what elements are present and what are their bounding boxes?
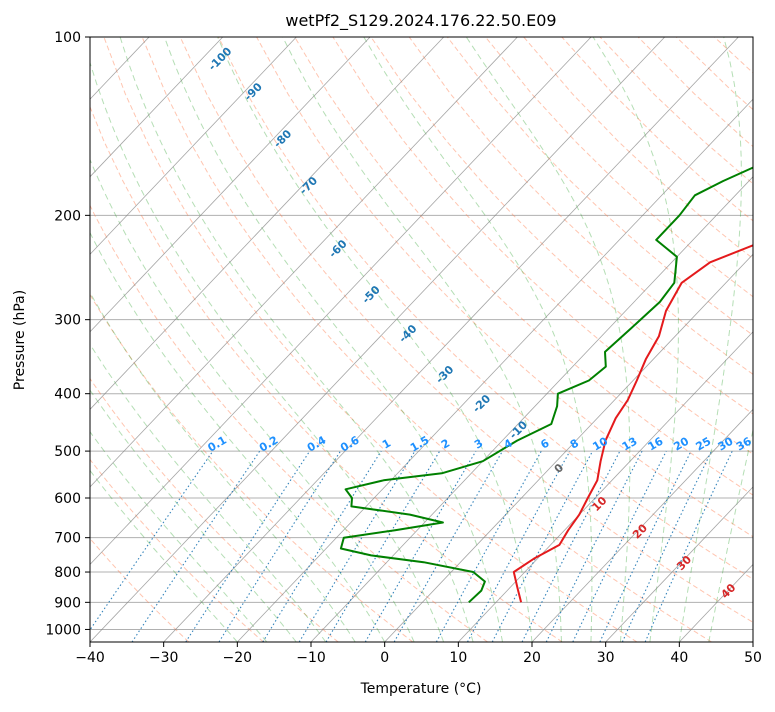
x-tick-label: 0 xyxy=(380,650,389,666)
x-tick-label: 50 xyxy=(744,650,762,666)
y-tick-label: 700 xyxy=(54,531,81,547)
y-tick-label: 100 xyxy=(54,30,81,46)
y-tick-label: 300 xyxy=(54,313,81,329)
x-tick-label: −30 xyxy=(149,650,179,666)
x-tick-label: 20 xyxy=(523,650,541,666)
chart-title: wetPf2_S129.2024.176.22.50.E09 xyxy=(285,11,556,31)
y-tick-label: 1000 xyxy=(45,622,81,638)
x-tick-label: 10 xyxy=(449,650,467,666)
x-tick-label: 40 xyxy=(670,650,688,666)
x-tick-label: −40 xyxy=(75,650,105,666)
y-axis-label: Pressure (hPa) xyxy=(12,290,28,390)
y-tick-label: 400 xyxy=(54,387,81,403)
y-tick-label: 500 xyxy=(54,444,81,460)
plot-area xyxy=(90,37,753,642)
y-tick-label: 600 xyxy=(54,491,81,507)
x-axis-label: Temperature (°C) xyxy=(360,681,482,697)
x-tick-label: −10 xyxy=(296,650,326,666)
x-tick-label: −20 xyxy=(223,650,253,666)
y-tick-label: 800 xyxy=(54,565,81,581)
y-tick-label: 200 xyxy=(54,208,81,224)
y-tick-label: 900 xyxy=(54,595,81,611)
x-tick-label: 30 xyxy=(597,650,615,666)
